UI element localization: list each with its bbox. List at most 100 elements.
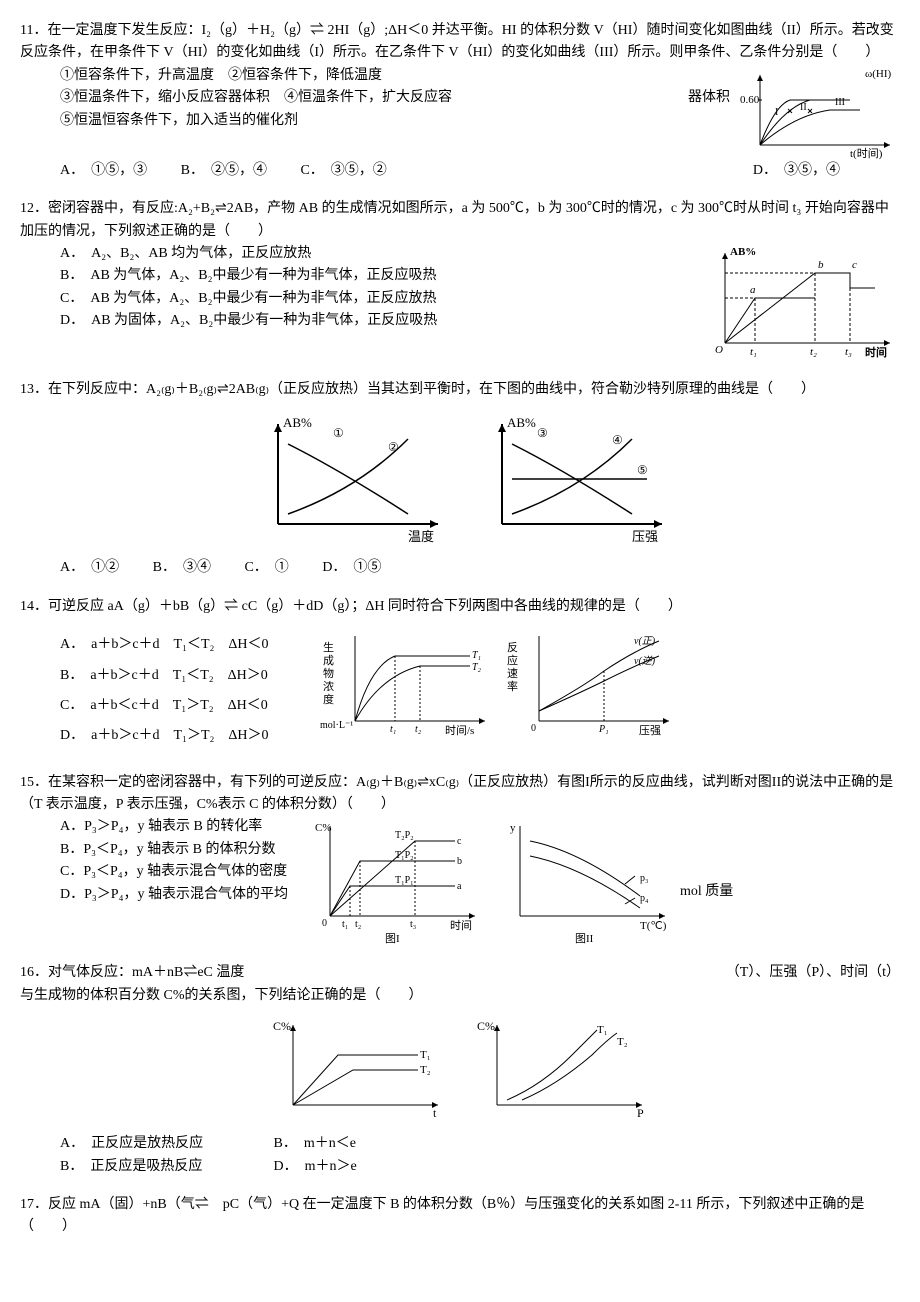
q14-figures: 生 成 物 浓 度 mol·L⁻¹ 时间/s T₁ T₂ t₁ t₂ [320,626,684,746]
q13-optD: D． ①⑤ [322,557,381,579]
q15-fig1: C% 时间 0 T₂P₂ T₁P₂ T₁P₁ a b c t₁ t₂ t₃ 图I [300,816,490,946]
svg-text:成: 成 [323,654,334,667]
q13-fig1: AB% 温度 ① ② [238,409,458,549]
svg-text:应: 应 [507,653,518,667]
svg-text:y: y [510,822,516,834]
q12-stem: 12．密闭容器中，有反应:A₂+B₂⇌2AB，产物 AB 的生成情况如图所示，a… [20,198,900,243]
svg-text:生: 生 [323,640,334,654]
q16-num: 16． [20,965,48,980]
q15-num: 15． [20,775,48,790]
q12-num: 12． [20,201,48,216]
svg-text:速: 速 [507,667,518,680]
q12-optB: B． AB 为气体，A₂、B₂中最少有一种为非气体，正反应吸热 [60,265,690,287]
q11-figure: ω(HI) 0.60 I II III t(时间) [740,65,900,160]
question-12: 12．密闭容器中，有反应:A₂+B₂⇌2AB，产物 AB 的生成情况如图所示，a… [20,198,900,363]
svg-text:AB%: AB% [507,415,536,430]
svg-text:①: ① [333,426,344,440]
q11-s3: ⑤恒温恒容条件下，加入适当的催化剂 [60,110,730,132]
q12-options: A． A₂、B₂、AB 均为气体，正反应放热 B． AB 为气体，A₂、B₂中最… [20,243,690,333]
q16-figures: C% t T₁ T₂ C% P T₁ T₂ [20,1015,900,1125]
question-15: 15．在某容积一定的密闭容器中，有下列的可逆反应：A₍g₎＋B₍g₎⇌xC₍g₎… [20,772,900,947]
svg-text:度: 度 [323,692,334,706]
q14-optA: A． a＋b＞c＋d T₁＜T₂ ΔH＜0 [60,634,320,656]
q11-num: 11． [20,23,47,38]
q16-fig2: C% P T₁ T₂ [462,1015,662,1125]
svg-text:T₁P₁: T₁P₁ [395,875,414,886]
q11-optB: B． ②⑤，④ [181,160,267,182]
svg-text:c: c [457,836,462,847]
q11-optD: D． ③⑤，④ [753,160,840,182]
q14-fig1: 生 成 物 浓 度 mol·L⁻¹ 时间/s T₁ T₂ t₁ t₂ [320,626,500,746]
question-14: 14．可逆反应 aA（g）＋bB（g）⇌ cC（g）＋dD（g）；ΔH 同时符合… [20,596,900,756]
svg-text:T₂: T₂ [420,1064,431,1076]
svg-text:反: 反 [507,641,518,654]
svg-text:浓: 浓 [323,680,334,693]
q15-optD: D．P₃＞P₄，y 轴表示混合气体的平均 [60,884,300,906]
q16-text1: 对气体反应：mA＋nB⇌eC 温度 [48,965,244,980]
svg-text:图II: 图II [575,932,594,945]
q11-ylabel: ω(HI) [865,68,892,80]
q15-fig2: y T(℃) p₃ p₄ 图II [490,816,680,946]
q13-optA: A． ①② [60,557,119,579]
q12-figure: AB% 时间 O a b c t₁ t₂ t₃ [700,243,900,363]
q16-optA: A． 正反应是放热反应 [60,1133,240,1155]
svg-text:0: 0 [322,918,327,929]
svg-text:压强: 压强 [632,529,658,544]
svg-text:时间: 时间 [450,919,472,932]
q14-num: 14． [20,599,48,614]
q16-optC: B． 正反应是吸热反应 [60,1156,240,1178]
q17-text: 反应 mA（固）+nB（气⇌ pC（气）+Q 在一定温度下 B 的体积分数（B％… [20,1197,864,1234]
q16-fig1: C% t T₁ T₂ [258,1015,458,1125]
q14-stem: 14．可逆反应 aA（g）＋bB（g）⇌ cC（g）＋dD（g）；ΔH 同时符合… [20,596,900,618]
q14-optC: C． a＋b＜c＋d T₁＞T₂ ΔH＜0 [60,695,320,717]
q13-num: 13． [20,382,48,397]
svg-text:t₁: t₁ [750,346,757,358]
q16-options: A． 正反应是放热反应 B． m＋n＜e B． 正反应是吸热反应 D． m＋n＞… [20,1133,900,1178]
q15-optA: A．P₃＞P₄，y 轴表示 B 的转化率 [60,816,300,838]
q16-text2: 与生成物的体积百分数 C%的关系图，下列结论正确的是（ ） [20,988,423,1003]
q12-optA: A． A₂、B₂、AB 均为气体，正反应放热 [60,243,690,265]
svg-text:t₁: t₁ [390,724,396,735]
q11-optC: C． ③⑤，② [300,160,386,182]
svg-text:②: ② [388,440,399,454]
svg-text:率: 率 [507,679,518,693]
q12-optC: C． AB 为气体，A₂、B₂中最少有一种为非气体，正反应放热 [60,288,690,310]
svg-text:T₂: T₂ [472,662,482,673]
svg-text:t₂: t₂ [355,919,361,930]
svg-text:C%: C% [477,1019,495,1033]
q13-text: 在下列反应中：A₂₍g₎＋B₂₍g₎⇌2AB₍g₎（正反应放热）当其达到平衡时，… [48,382,815,397]
svg-text:c: c [852,259,857,271]
svg-text:b: b [818,259,824,271]
svg-text:v(正): v(正) [634,636,656,647]
q16-text1b: （T）、压强（P）、时间（t） [726,962,900,984]
svg-text:mol·L⁻¹: mol·L⁻¹ [320,720,353,731]
svg-text:t₂: t₂ [415,724,422,735]
svg-text:T₁: T₁ [420,1049,431,1061]
svg-text:0: 0 [531,723,536,734]
svg-text:a: a [750,284,756,296]
svg-text:物: 物 [323,666,334,680]
svg-text:C%: C% [315,822,332,834]
svg-text:T₂: T₂ [617,1036,628,1048]
q15-optC: C．P₃＜P₄，y 轴表示混合气体的密度 [60,861,300,883]
svg-text:时间/s: 时间/s [445,724,474,737]
svg-text:P: P [637,1106,644,1120]
q13-fig2: AB% 压强 ③ ④ ⑤ [462,409,682,549]
q16-optD: D． m＋n＞e [274,1156,357,1178]
svg-text:AB%: AB% [283,415,312,430]
svg-text:图I: 图I [385,932,400,945]
svg-text:t₃: t₃ [410,919,416,930]
q13-figures: AB% 温度 ① ② AB% 压强 ③ ④ ⑤ [20,409,900,549]
svg-text:v(逆): v(逆) [634,655,656,667]
svg-text:I: I [775,107,778,118]
q12-optD: D． AB 为固体，A₂、B₂中最少有一种为非气体，正反应吸热 [60,310,690,332]
svg-text:O: O [715,344,723,356]
q15-stem: 15．在某容积一定的密闭容器中，有下列的可逆反应：A₍g₎＋B₍g₎⇌xC₍g₎… [20,772,900,817]
q15-optB: B．P₃＜P₄，y 轴表示 B 的体积分数 [60,839,300,861]
q15-options: A．P₃＞P₄，y 轴表示 B 的转化率 B．P₃＜P₄，y 轴表示 B 的体积… [20,816,300,906]
q11-optA: A． ①⑤，③ [60,160,147,182]
q12-text: 密闭容器中，有反应:A₂+B₂⇌2AB，产物 AB 的生成情况如图所示，a 为 … [20,201,889,238]
svg-text:p₃: p₃ [640,873,649,884]
q14-optD: D． a＋b＞c＋d T₁＞T₂ ΔH＞0 [60,725,320,747]
q15-optD2: mol 质量 [680,816,733,903]
